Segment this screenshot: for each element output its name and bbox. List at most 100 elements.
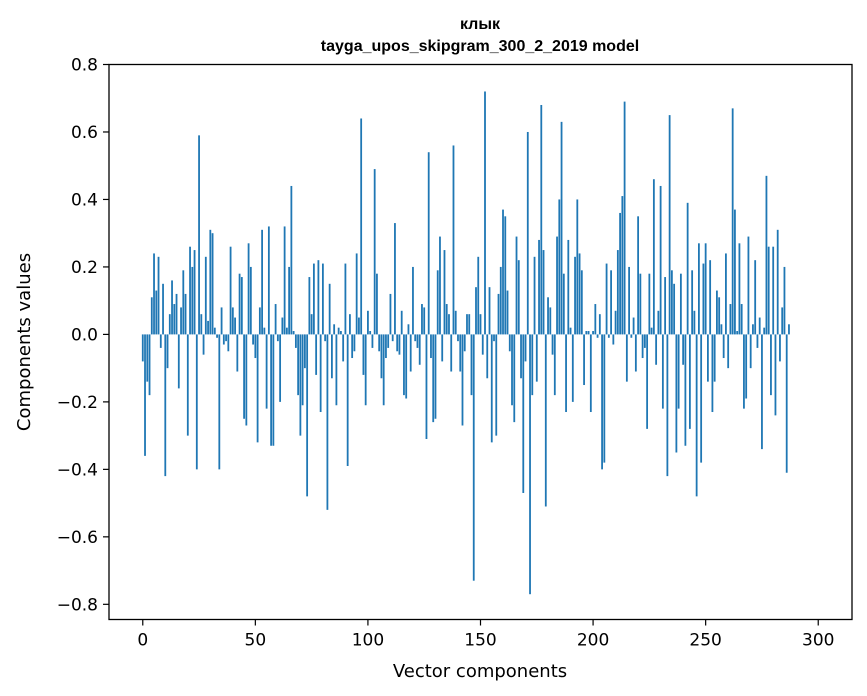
bar-component-281	[774, 334, 777, 416]
bar-component-161	[504, 216, 507, 335]
bar-component-190	[569, 327, 572, 335]
bar-component-59	[274, 304, 277, 335]
bar-component-88	[340, 331, 342, 335]
bar-component-119	[409, 334, 412, 372]
bar-component-233	[666, 334, 669, 477]
bar-component-95	[355, 253, 358, 335]
bar-component-106	[380, 334, 383, 379]
bar-component-52	[258, 307, 261, 335]
bar-component-215	[625, 334, 628, 382]
bar-component-11	[166, 334, 169, 369]
bar-component-206	[605, 263, 608, 335]
bar-component-173	[531, 334, 534, 396]
bar-component-264	[736, 331, 739, 335]
bar-component-96	[358, 317, 360, 335]
bar-component-258	[722, 334, 725, 359]
bar-component-73	[306, 334, 309, 497]
bar-component-137	[450, 334, 453, 372]
bar-component-26	[200, 314, 203, 335]
bar-component-217	[630, 334, 633, 338]
bar-component-182	[551, 334, 554, 355]
bar-component-199	[589, 334, 592, 413]
bar-component-47	[247, 243, 250, 335]
bar-component-135	[445, 304, 448, 335]
bar-component-235	[670, 270, 673, 335]
x-tick-label: 300	[802, 631, 834, 651]
bar-component-176	[538, 239, 540, 335]
bar-component-198	[587, 331, 590, 335]
bar-component-17	[180, 307, 182, 335]
bar-component-57	[270, 334, 273, 446]
bar-component-286	[785, 334, 788, 473]
y-tick-label: 0.2	[71, 258, 98, 278]
bar-component-192	[574, 256, 576, 335]
bar-component-165	[513, 334, 516, 423]
bar-component-219	[634, 334, 637, 372]
bar-component-44	[240, 277, 243, 335]
bar-component-241	[684, 334, 687, 446]
bar-component-277	[765, 175, 768, 335]
bar-component-221	[639, 273, 642, 335]
bar-component-54	[263, 327, 266, 335]
bar-component-278	[767, 246, 770, 335]
bar-component-146	[470, 334, 473, 396]
bar-component-236	[673, 283, 676, 335]
bar-component-246	[695, 334, 698, 497]
bar-component-5	[153, 253, 155, 335]
bar-component-90	[344, 263, 347, 335]
bar-component-36	[222, 334, 225, 345]
bar-component-92	[349, 314, 351, 335]
bar-component-139	[454, 310, 457, 335]
bar-component-237	[675, 334, 678, 453]
bar-component-164	[511, 334, 513, 406]
y-tick-label: 0.4	[71, 190, 98, 210]
bar-component-70	[299, 334, 302, 436]
bar-component-117	[405, 334, 408, 399]
bar-component-256	[718, 297, 721, 335]
bar-component-43	[238, 273, 241, 335]
bar-component-80	[321, 263, 324, 335]
bar-component-113	[396, 334, 399, 352]
bar-component-195	[580, 270, 583, 335]
bar-component-15	[175, 293, 178, 335]
bar-component-94	[353, 334, 356, 352]
bar-component-69	[297, 334, 300, 396]
bar-component-89	[342, 334, 345, 362]
bar-component-72	[303, 334, 306, 369]
bar-component-68	[294, 334, 297, 348]
bar-component-275	[761, 334, 763, 450]
bar-component-244	[691, 270, 694, 335]
bar-component-3	[148, 334, 151, 396]
bar-component-194	[578, 253, 581, 335]
bar-component-154	[488, 287, 491, 335]
bar-component-213	[621, 196, 624, 335]
bar-component-197	[585, 331, 588, 335]
bar-component-65	[288, 266, 291, 335]
bar-component-6	[155, 290, 158, 335]
bar-component-174	[533, 256, 536, 335]
bar-component-97	[360, 118, 363, 335]
bar-component-282	[776, 229, 779, 335]
bar-component-169	[522, 334, 525, 493]
bar-component-21	[189, 246, 191, 335]
bar-component-38	[227, 334, 230, 352]
bar-component-196	[583, 334, 585, 386]
bar-component-203	[598, 314, 601, 335]
bar-component-186	[560, 121, 563, 335]
bar-component-211	[616, 250, 619, 335]
bar-component-214	[623, 101, 626, 335]
bar-component-185	[558, 199, 561, 335]
bar-component-257	[720, 324, 723, 335]
bar-component-178	[542, 250, 545, 335]
bar-component-269	[747, 236, 750, 335]
chart-subtitle: tayga_upos_skipgram_300_2_2019 model	[321, 38, 639, 55]
bar-component-105	[378, 334, 381, 352]
bar-component-191	[571, 334, 574, 402]
bar-component-193	[576, 199, 579, 335]
bar-component-155	[490, 334, 493, 443]
bar-component-175	[535, 334, 538, 382]
bar-component-25	[198, 135, 200, 335]
bar-component-263	[734, 209, 736, 335]
bar-component-125	[423, 307, 426, 335]
bar-component-157	[495, 334, 498, 436]
